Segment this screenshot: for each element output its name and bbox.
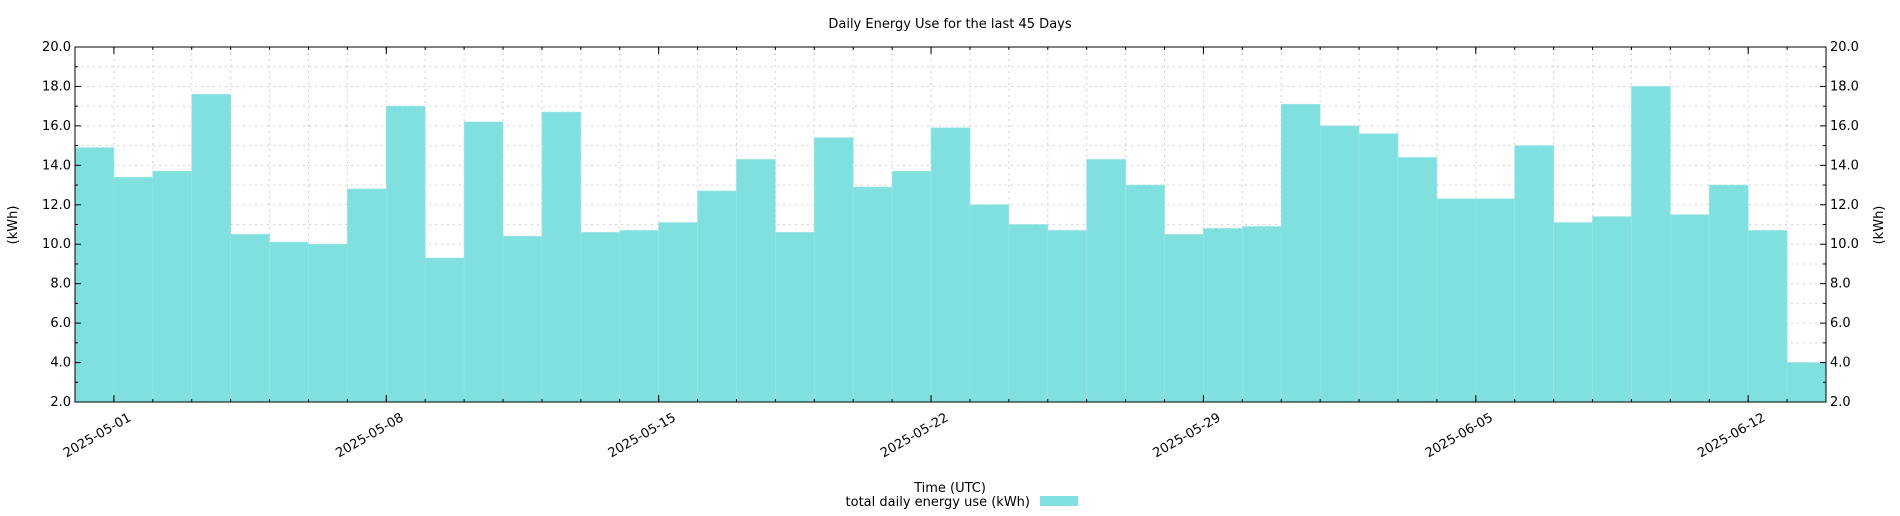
bar [463, 121, 504, 403]
bar [969, 204, 1010, 403]
bar [1631, 86, 1671, 403]
bar [1125, 184, 1165, 403]
y-tick-label-left: 16.0 [42, 119, 71, 134]
bar [697, 190, 737, 403]
x-tick-label: 2025-05-01 [61, 410, 134, 461]
bar [1475, 198, 1516, 403]
y-tick-label-right: 16.0 [1830, 119, 1859, 134]
y-tick-label-right: 10.0 [1830, 237, 1859, 252]
y-tick-label-left: 18.0 [42, 79, 71, 94]
y-tick-label-left: 10.0 [42, 237, 71, 252]
bar [1047, 230, 1087, 403]
y-tick-label-left: 6.0 [50, 316, 71, 331]
bar [814, 137, 854, 403]
bar [191, 94, 231, 403]
bar [658, 222, 698, 403]
bar [775, 232, 815, 403]
legend-swatch [1040, 496, 1078, 506]
y-tick-label-right: 14.0 [1830, 158, 1859, 173]
x-axis-label: Time (UTC) [913, 481, 986, 496]
bar [1436, 198, 1477, 403]
y-tick-label-left: 12.0 [42, 198, 71, 213]
bar [74, 147, 115, 403]
bar [1319, 125, 1360, 403]
x-tick-label: 2025-05-15 [606, 410, 679, 461]
bar [1592, 216, 1632, 403]
bar [1242, 226, 1282, 403]
bar [1280, 103, 1321, 403]
bar [736, 159, 776, 403]
bar [541, 111, 582, 403]
x-tick-label: 2025-05-22 [878, 410, 951, 461]
y-tick-label-left: 20.0 [42, 40, 71, 55]
bar [502, 236, 543, 403]
y-tick-label-left: 4.0 [50, 356, 71, 371]
bar [1786, 362, 1827, 403]
x-tick-label: 2025-06-05 [1423, 410, 1496, 461]
bar [1708, 184, 1749, 403]
bar [424, 257, 465, 403]
bar [1358, 133, 1399, 403]
y-tick-label-left: 8.0 [50, 277, 71, 292]
x-tick-label: 2025-05-29 [1150, 410, 1223, 461]
bar [113, 176, 154, 403]
y-tick-label-right: 4.0 [1830, 356, 1851, 371]
bar [930, 127, 971, 403]
y-tick-label-left: 14.0 [42, 158, 71, 173]
bar [308, 243, 348, 403]
bar [580, 232, 621, 403]
legend-label: total daily energy use (kWh) [846, 495, 1030, 510]
bar [1164, 234, 1204, 403]
x-tick-label: 2025-06-12 [1695, 410, 1768, 461]
y-tick-label-right: 12.0 [1830, 198, 1859, 213]
y-axis-label-left: (kWh) [6, 206, 21, 245]
y-tick-label-right: 20.0 [1830, 40, 1859, 55]
bar [269, 241, 309, 403]
bar [619, 230, 659, 403]
bar [1397, 157, 1438, 403]
x-tick-label: 2025-05-08 [333, 410, 406, 461]
bar [385, 105, 426, 403]
y-axis-label-right: (kWh) [1872, 206, 1887, 245]
bars [74, 86, 1827, 403]
y-tick-label-left: 2.0 [50, 395, 71, 410]
bar [1203, 228, 1243, 403]
chart-title: Daily Energy Use for the last 45 Days [828, 17, 1071, 32]
y-tick-label-right: 2.0 [1830, 395, 1851, 410]
bar [152, 170, 193, 403]
bar [1514, 145, 1554, 403]
bar [230, 234, 270, 403]
bar [1747, 230, 1788, 403]
bar [1553, 222, 1593, 403]
legend: total daily energy use (kWh) [846, 495, 1078, 510]
y-tick-label-right: 6.0 [1830, 316, 1851, 331]
bar [1086, 159, 1126, 403]
y-tick-label-right: 18.0 [1830, 79, 1859, 94]
bar [891, 170, 932, 403]
y-tick-label-right: 8.0 [1830, 277, 1851, 292]
bar [347, 188, 387, 403]
bar [1670, 214, 1710, 403]
bar [852, 186, 893, 403]
bar [1008, 224, 1049, 403]
